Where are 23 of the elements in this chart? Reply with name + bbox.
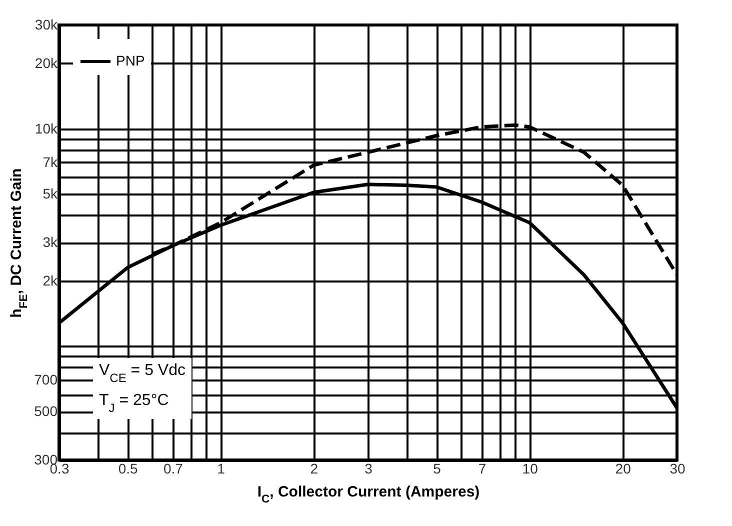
- x-axis-title: I$_{C}$, Collector Current (Amperes): [257, 484, 480, 506]
- x-tick-label: 2: [310, 460, 318, 476]
- x-tick-label: 3: [364, 460, 373, 476]
- annotation: T$_{J}$ = 25°C: [99, 392, 169, 415]
- y-tick-label: 5k: [42, 186, 58, 202]
- y-tick-label: 700: [34, 371, 58, 388]
- x-tick-label: 5: [433, 460, 442, 476]
- y-tick-label: 3k: [42, 234, 58, 250]
- x-tick-label: 10: [522, 460, 538, 476]
- x-tick-label: 20: [615, 460, 632, 476]
- x-tick-label: 7: [478, 460, 486, 476]
- annotation: V$_{CE}$ = 5 Vdc: [99, 362, 186, 385]
- y-tick-label: 7k: [42, 154, 58, 170]
- x-tick-label: 0.7: [163, 460, 184, 476]
- x-tick-label: 0.5: [118, 460, 138, 476]
- y-tick-label: 2k: [42, 272, 58, 288]
- y-tick-label: 20k: [34, 54, 58, 71]
- legend-label: PNP: [116, 52, 145, 68]
- y-tick-label: 10k: [34, 120, 58, 136]
- x-tick-label: 30: [670, 460, 686, 476]
- y-tick-label: 500: [34, 403, 58, 420]
- x-tick-label: 1: [217, 460, 226, 476]
- y-tick-label: 30k: [34, 16, 58, 32]
